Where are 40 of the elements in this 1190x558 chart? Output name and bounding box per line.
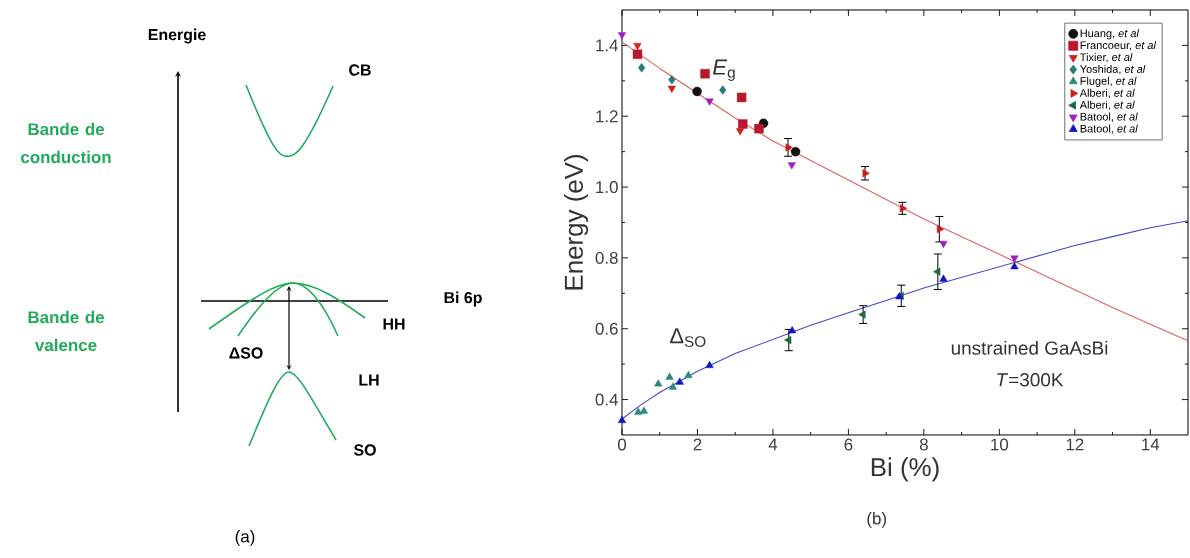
legend-label: Alberi, et al bbox=[1079, 100, 1135, 110]
legend-label: Batool, et al bbox=[1080, 124, 1138, 134]
text: (b) bbox=[867, 512, 887, 528]
y-tick-label: 0.4 bbox=[595, 393, 618, 406]
legend-label: Flugel, et al bbox=[1080, 76, 1137, 88]
x-tick-label: 0 bbox=[617, 438, 627, 451]
y-tick-label: 0.6 bbox=[595, 322, 618, 335]
text: HH bbox=[383, 318, 405, 330]
x-tick-label: 2 bbox=[693, 438, 702, 451]
text: Energie bbox=[148, 28, 206, 44]
x-tick-label: 10 bbox=[991, 438, 1009, 451]
y-tick-label: 1.0 bbox=[596, 181, 618, 194]
y-tick-label: 0.8 bbox=[595, 251, 618, 264]
text: Bande de conduction bbox=[21, 122, 111, 164]
legend-label: Batool, et al bbox=[1080, 112, 1138, 122]
x-tick-label: 14 bbox=[1142, 438, 1160, 451]
legend-label: Yoshida, et al bbox=[1080, 64, 1146, 75]
text: Bi 6p bbox=[444, 291, 482, 307]
annotation: Δ$_{SO}$ bbox=[670, 328, 706, 348]
y-tick-label: 1.4 bbox=[596, 39, 618, 52]
text: SO bbox=[353, 444, 376, 456]
legend-label: Alberi, et al bbox=[1079, 88, 1135, 99]
x-axis-title: Bi (%) bbox=[871, 457, 939, 482]
legend-label: Tixier, et al bbox=[1080, 52, 1133, 63]
legend-label: Huang, et al bbox=[1080, 29, 1140, 40]
annotation: E$_{g}$ bbox=[712, 59, 735, 81]
x-tick-label: 6 bbox=[844, 438, 853, 451]
legend-label: Francoeur, et al bbox=[1080, 41, 1157, 51]
text: CB bbox=[349, 64, 371, 76]
text: Bande de valence bbox=[28, 310, 105, 352]
x-tick-label: 4 bbox=[768, 438, 778, 451]
text: LH bbox=[359, 374, 379, 386]
x-tick-label: 12 bbox=[1066, 438, 1084, 451]
y-axis-title: Energy (eV) bbox=[563, 155, 589, 290]
y-tick-label: 1.2 bbox=[596, 110, 618, 123]
x-tick-label: 8 bbox=[919, 438, 928, 451]
annotation: T=300K bbox=[997, 373, 1064, 387]
text: (a) bbox=[235, 530, 255, 546]
text: ΔSO bbox=[229, 347, 263, 359]
annotation: unstrained GaAsBi bbox=[951, 340, 1108, 355]
